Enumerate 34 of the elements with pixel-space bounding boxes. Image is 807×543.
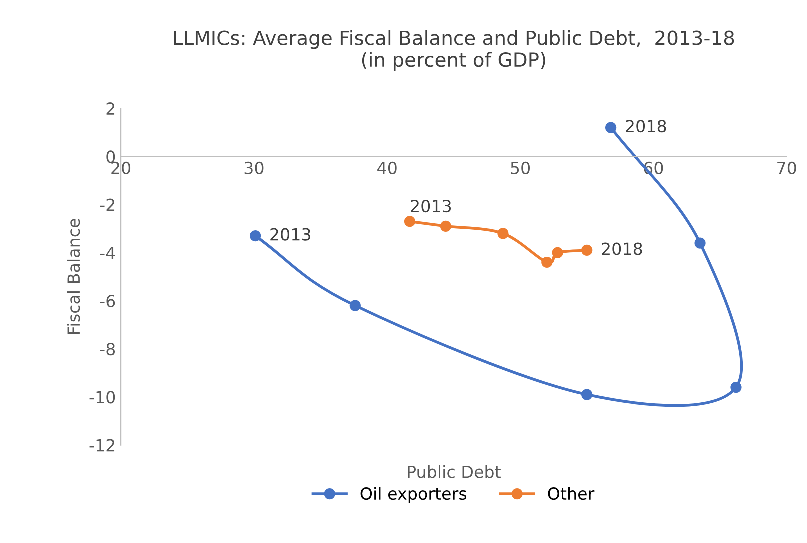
x-axis-title: Public Debt: [408, 465, 501, 478]
point: [552, 247, 564, 258]
point: [582, 244, 593, 256]
y-tick-label: 2: [106, 102, 115, 115]
y-tick-label: 0: [106, 150, 116, 164]
annotation: 2018: [602, 242, 642, 256]
point: [250, 230, 262, 242]
x-tick-label: 20: [112, 162, 131, 174]
y-tick-label: -12: [90, 439, 115, 452]
annotation: 2018: [626, 120, 666, 133]
y-tick-label: -2: [100, 198, 115, 212]
y-tick-label: -6: [100, 294, 116, 308]
legend-label: Other: [548, 487, 595, 500]
y-axis-title: Fiscal Balance: [67, 219, 80, 334]
annotation: 2013: [411, 200, 452, 213]
point: [582, 389, 593, 400]
x-tick-label: 70: [778, 162, 796, 174]
x-tick-label: 40: [378, 162, 397, 174]
chart-title: LLMICs: Average Fiscal Balance and Public Debt, 2013-18 (in percent of GDP): [174, 30, 734, 71]
annotation: 2013: [270, 228, 311, 241]
y-tick-label: -8: [100, 343, 116, 356]
y-tick-label: -10: [90, 391, 116, 404]
x-tick-label: 50: [511, 162, 530, 174]
point: [498, 228, 509, 240]
point: [440, 220, 452, 232]
legend-label: Oil exporters: [360, 487, 467, 504]
x-tick-label: 30: [244, 162, 264, 174]
point: [606, 122, 617, 134]
y-tick-label: -4: [100, 247, 116, 260]
point: [350, 300, 361, 312]
point: [694, 238, 706, 249]
point: [730, 382, 742, 394]
point: [404, 216, 416, 228]
point: [542, 256, 553, 268]
